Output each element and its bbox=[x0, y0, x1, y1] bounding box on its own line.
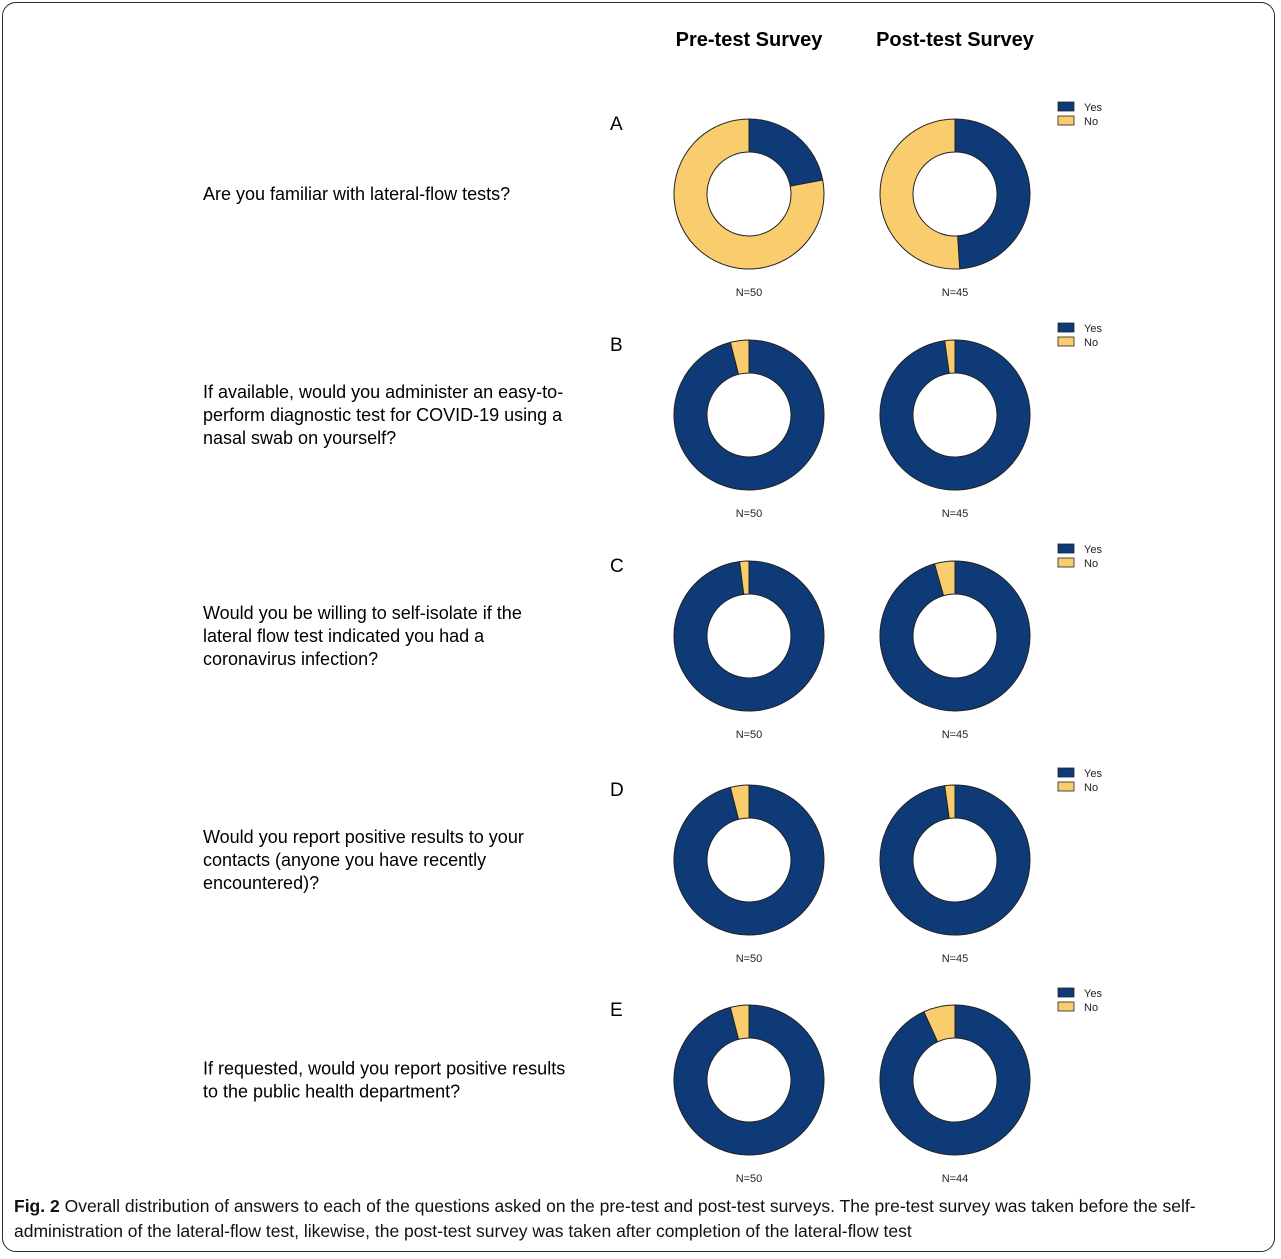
survey-donut-charts: Pre-test Survey Post-test Survey A Are you … bbox=[203, 29, 1102, 1185]
legend-label-yes: Yes bbox=[1084, 323, 1102, 335]
legend-swatch-yes bbox=[1057, 543, 1075, 554]
slice-no bbox=[673, 118, 825, 270]
legend-label-yes: Yes bbox=[1084, 544, 1102, 556]
legend-swatch-no bbox=[1057, 336, 1075, 347]
question-text: Are you familiar with lateral-flow tests… bbox=[203, 184, 510, 204]
caption-text: Overall distribution of answers to each … bbox=[14, 1196, 1196, 1241]
question-text: coronavirus infection? bbox=[203, 649, 378, 669]
slice-no bbox=[879, 118, 961, 270]
legend-swatch-no bbox=[1057, 557, 1075, 568]
legend-swatch-yes bbox=[1057, 322, 1075, 333]
slice-no bbox=[739, 560, 750, 595]
sample-size-label: N=45 bbox=[942, 287, 969, 299]
legend-label-yes: Yes bbox=[1084, 102, 1102, 114]
panel-letter: C bbox=[610, 556, 624, 577]
legend-label-no: No bbox=[1084, 1002, 1098, 1014]
sample-size-label: N=45 bbox=[942, 508, 969, 520]
question-text: Would you report positive results to you… bbox=[203, 827, 524, 847]
sample-size-label: N=44 bbox=[942, 1173, 969, 1185]
sample-size-label: N=50 bbox=[736, 953, 763, 965]
slice-no bbox=[729, 784, 750, 820]
slice-no bbox=[923, 1004, 956, 1043]
slice-yes bbox=[879, 560, 1031, 712]
sample-size-label: N=45 bbox=[942, 729, 969, 741]
figure-caption: Fig. 2 Overall distribution of answers t… bbox=[14, 1194, 1266, 1244]
legend-swatch-yes bbox=[1057, 767, 1075, 778]
sample-size-label: N=50 bbox=[736, 1173, 763, 1185]
slice-yes bbox=[954, 118, 1031, 270]
slice-no bbox=[944, 339, 956, 374]
question-text: nasal swab on yourself? bbox=[203, 428, 396, 448]
slice-yes bbox=[673, 339, 825, 491]
question-text: If requested, would you report positive … bbox=[203, 1059, 565, 1079]
panel-letter: A bbox=[610, 114, 623, 135]
question-text: encountered)? bbox=[203, 873, 319, 893]
legend-label-yes: Yes bbox=[1084, 768, 1102, 780]
question-text: Would you be willing to self-isolate if … bbox=[203, 603, 522, 623]
legend-swatch-no bbox=[1057, 1001, 1075, 1012]
legend-swatch-no bbox=[1057, 115, 1075, 126]
question-text: to the public health department? bbox=[203, 1082, 460, 1102]
slice-yes bbox=[879, 1004, 1031, 1156]
sample-size-label: N=50 bbox=[736, 508, 763, 520]
legend-label-no: No bbox=[1084, 558, 1098, 570]
legend-label-yes: Yes bbox=[1084, 988, 1102, 1000]
question-text: contacts (anyone you have recently bbox=[203, 850, 486, 870]
slice-no bbox=[944, 784, 956, 819]
panel-letter: B bbox=[610, 335, 623, 356]
slice-yes bbox=[673, 784, 825, 936]
slice-no bbox=[729, 339, 750, 375]
slice-yes bbox=[879, 339, 1031, 491]
legend-label-no: No bbox=[1084, 116, 1098, 128]
legend-label-no: No bbox=[1084, 782, 1098, 794]
slice-no bbox=[729, 1004, 750, 1040]
question-text: lateral flow test indicated you had a bbox=[203, 626, 485, 646]
panel-letter: E bbox=[610, 1000, 623, 1021]
sample-size-label: N=45 bbox=[942, 953, 969, 965]
question-text: If available, would you administer an ea… bbox=[203, 382, 563, 402]
column-header: Post-test Survey bbox=[876, 29, 1035, 51]
legend-swatch-yes bbox=[1057, 101, 1075, 112]
panel-letter: D bbox=[610, 780, 624, 801]
slice-yes bbox=[879, 784, 1031, 936]
question-text: perform diagnostic test for COVID-19 usi… bbox=[203, 405, 563, 425]
slice-yes bbox=[673, 1004, 825, 1156]
slice-no bbox=[933, 560, 956, 597]
legend-swatch-yes bbox=[1057, 987, 1075, 998]
legend-label-no: No bbox=[1084, 337, 1098, 349]
column-header: Pre-test Survey bbox=[676, 29, 824, 51]
sample-size-label: N=50 bbox=[736, 729, 763, 741]
caption-label: Fig. 2 bbox=[14, 1196, 60, 1216]
sample-size-label: N=50 bbox=[736, 287, 763, 299]
legend-swatch-no bbox=[1057, 781, 1075, 792]
slice-yes bbox=[748, 118, 824, 187]
slice-yes bbox=[673, 560, 825, 712]
